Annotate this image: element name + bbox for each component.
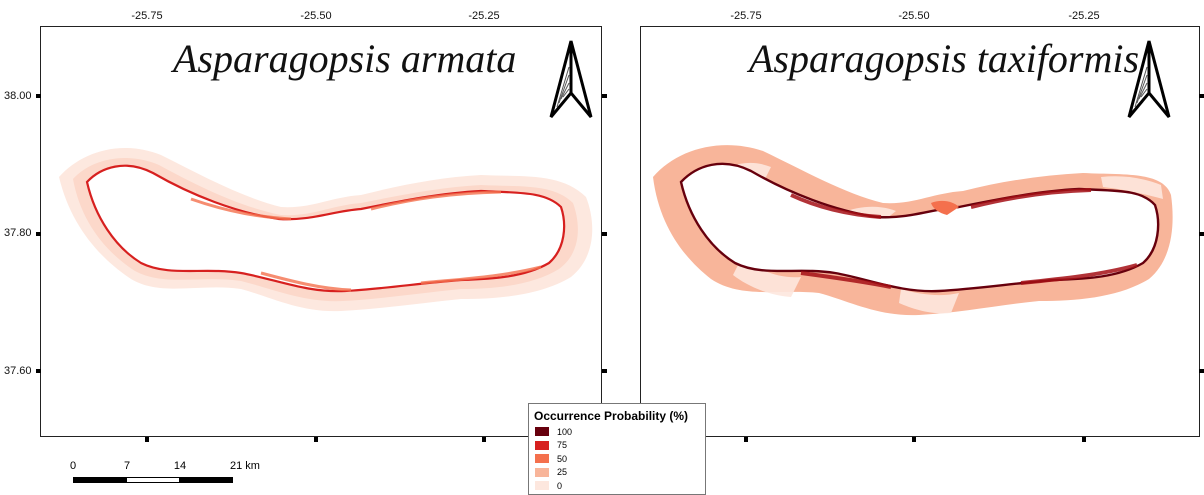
legend-item: 0: [529, 479, 705, 493]
lat-tick-label: 38.00: [4, 90, 32, 102]
lon-tick-label: -25.50: [300, 10, 332, 22]
north-arrow-icon: [1127, 40, 1171, 118]
scale-label: 0: [69, 460, 77, 472]
lat-tick-label: 37.80: [4, 227, 32, 239]
tick-mark: [482, 437, 486, 442]
tick-mark: [912, 437, 916, 442]
map-panel-armata: Asparagopsis armata: [40, 26, 602, 437]
map-title-armata: Asparagopsis armata: [173, 36, 517, 81]
scale-segment: [179, 478, 233, 482]
scale-bar: [73, 477, 233, 483]
lon-tick-label: -25.75: [730, 10, 762, 22]
tick-mark: [602, 232, 607, 236]
legend-swatch: [535, 454, 549, 464]
legend-label: 25: [557, 467, 568, 478]
tick-mark: [602, 369, 607, 373]
tick-mark: [36, 369, 41, 373]
legend-title: Occurrence Probability (%): [534, 409, 689, 423]
legend-swatch: [535, 440, 549, 450]
tick-mark: [145, 437, 149, 442]
legend-label: 100: [557, 426, 573, 437]
lat-tick-label: 37.60: [4, 365, 32, 377]
legend-label: 50: [557, 453, 568, 464]
legend-swatch: [535, 467, 549, 477]
legend-swatch: [535, 481, 549, 491]
legend-swatch: [535, 427, 549, 437]
legend-item: 100: [529, 425, 705, 439]
lon-tick-label: -25.50: [898, 10, 930, 22]
tick-mark: [314, 437, 318, 442]
tick-mark: [1199, 94, 1204, 98]
tick-mark: [36, 94, 41, 98]
scale-segment: [126, 478, 180, 482]
tick-mark: [1199, 232, 1204, 236]
probability-coastline-high: [790, 188, 1138, 289]
tick-mark: [1082, 437, 1086, 442]
scale-label: 21 km: [230, 460, 260, 472]
tick-mark: [36, 232, 41, 236]
map-title-taxiformis: Asparagopsis taxiformis: [749, 36, 1140, 81]
island-map-taxiformis: [653, 40, 1173, 316]
north-arrow-icon: [549, 40, 593, 118]
scale-segment: [74, 478, 127, 482]
scale-label: 14: [173, 460, 187, 472]
legend: Occurrence Probability (%) 100 75 50 25 …: [528, 403, 706, 495]
tick-mark: [744, 437, 748, 442]
lon-tick-label: -25.75: [131, 10, 163, 22]
lon-tick-label: -25.25: [468, 10, 500, 22]
map-panel-taxiformis: Asparagopsis taxiformis: [640, 26, 1200, 437]
tick-mark: [602, 94, 607, 98]
legend-item: 25: [529, 466, 705, 480]
legend-item: 50: [529, 452, 705, 466]
tick-mark: [1199, 369, 1204, 373]
scale-label: 7: [123, 460, 131, 472]
legend-label: 75: [557, 440, 568, 451]
lon-tick-label: -25.25: [1068, 10, 1100, 22]
island-map-armata: [59, 40, 593, 312]
probability-coastline-inner: [190, 190, 542, 292]
probability-patch-50: [931, 200, 959, 215]
legend-label: 0: [557, 480, 563, 491]
legend-item: 75: [529, 439, 705, 453]
